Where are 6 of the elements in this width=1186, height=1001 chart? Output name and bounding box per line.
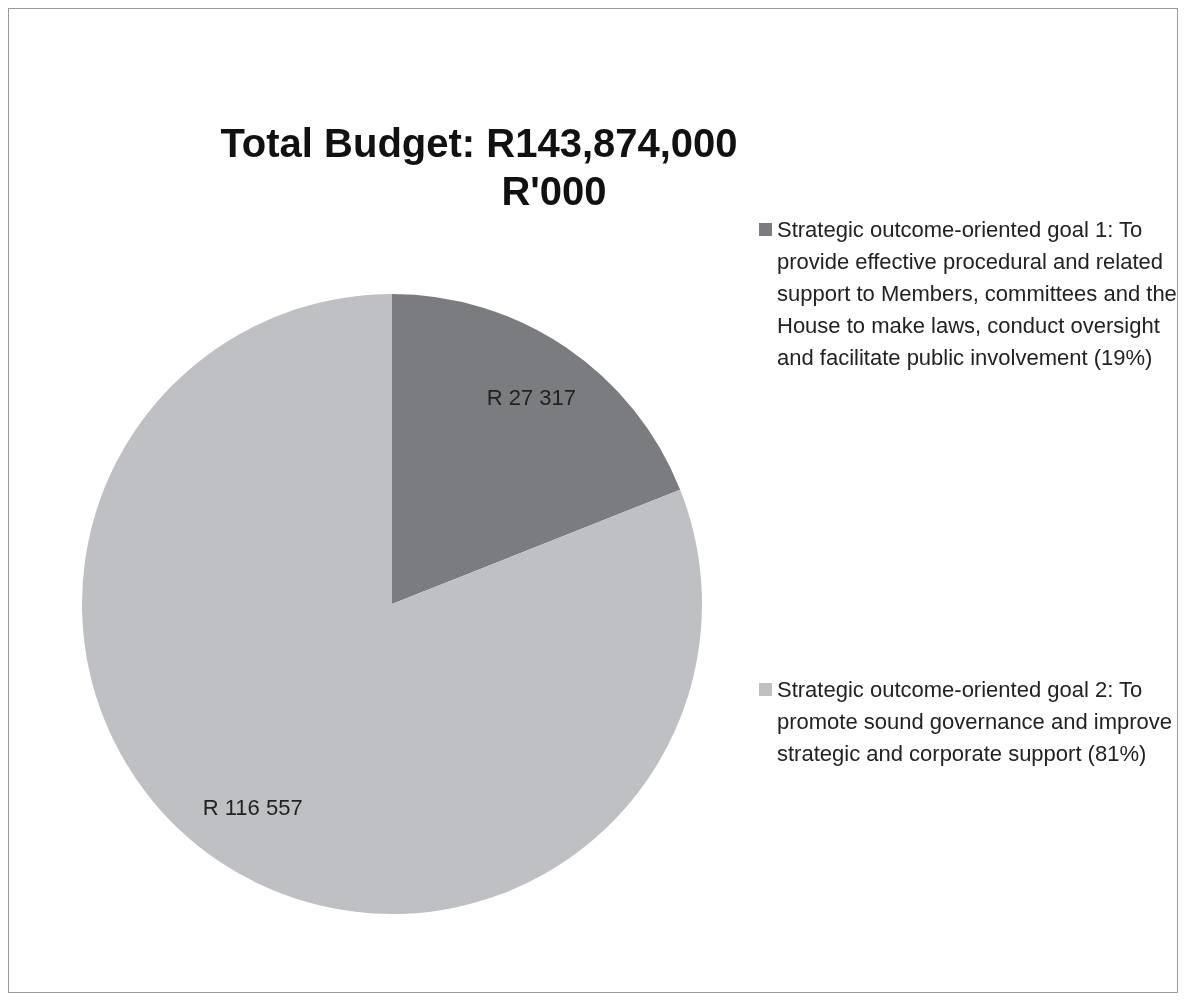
legend-label: Strategic outcome-oriented goal 2: To promote sound governance and improve strategic and corporate support (81%): [777, 676, 1174, 768]
chart-subtitle: R'000: [500, 168, 608, 215]
legend-label: Strategic outcome-oriented goal 1: To provide effective procedural and related support to Members, committees and the House to make laws, conduct oversight and facilitate public involvement (19%): [777, 216, 1178, 372]
data-label: R 27 317: [486, 384, 576, 410]
chart-title: Total Budget: R143,874,000: [219, 120, 739, 167]
data-label: R 116 557: [202, 795, 303, 821]
